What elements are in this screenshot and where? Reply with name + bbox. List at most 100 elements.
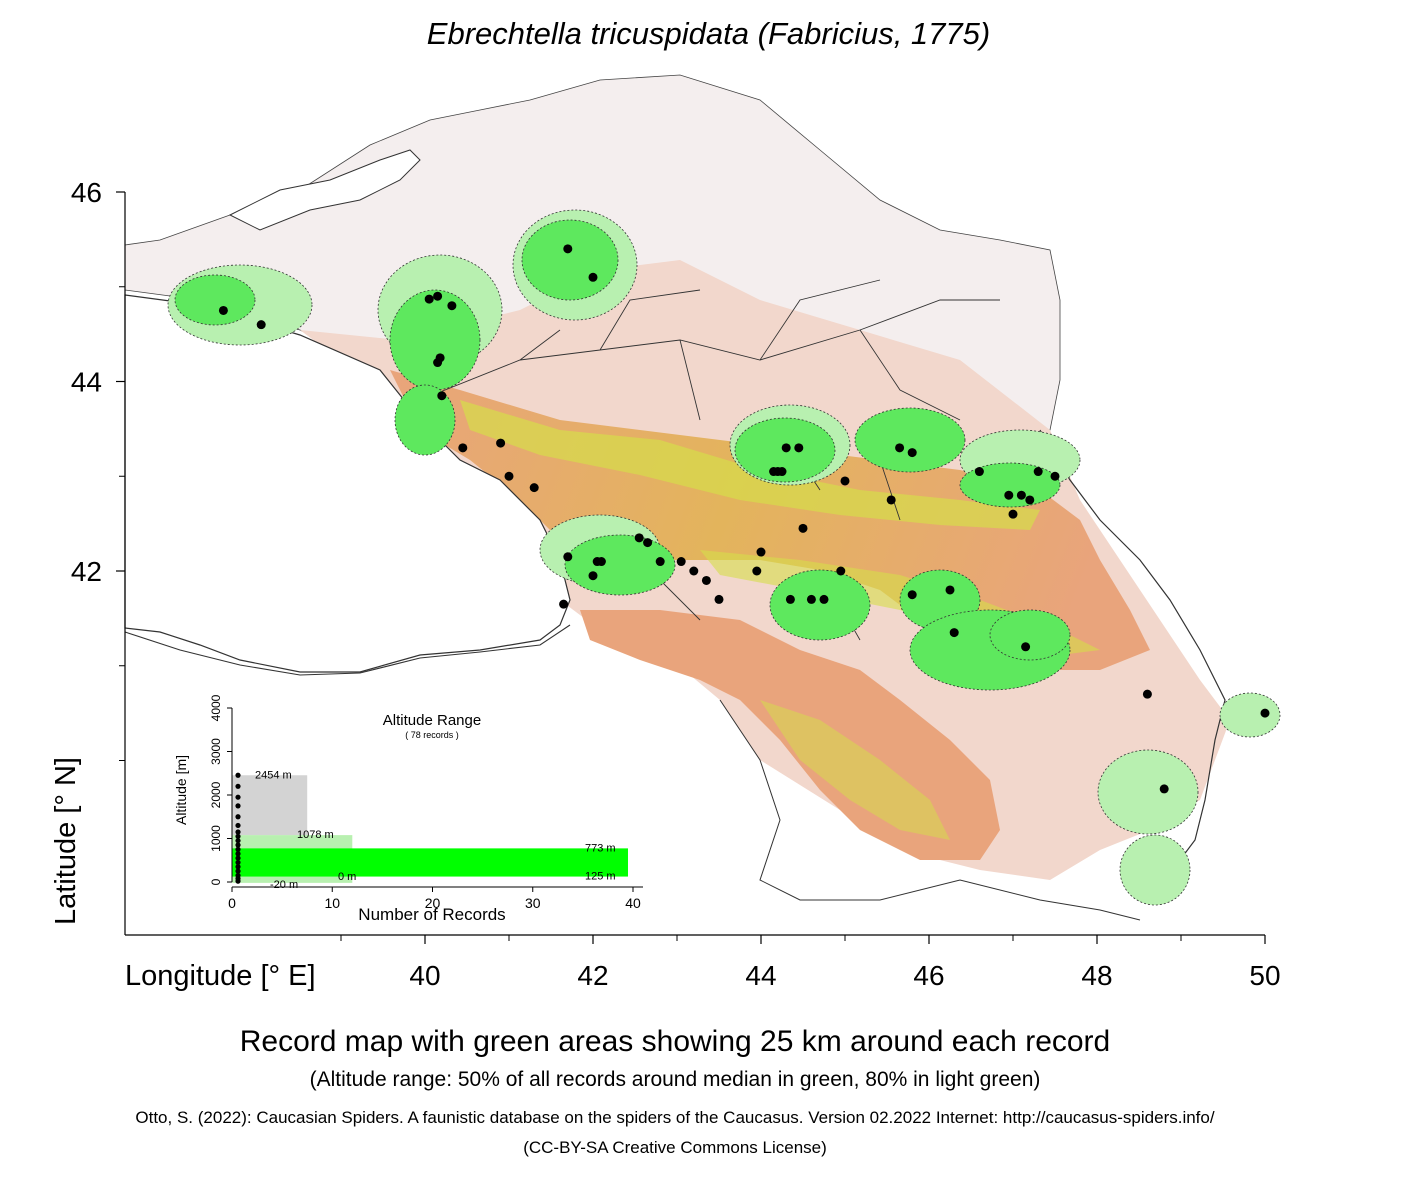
inset-record-dot bbox=[235, 878, 241, 884]
inset-record-dot bbox=[235, 814, 241, 820]
record-point bbox=[1260, 708, 1270, 718]
record-point bbox=[819, 594, 829, 604]
record-point bbox=[496, 438, 506, 448]
inset-record-dot bbox=[235, 855, 241, 861]
inset-record-dot bbox=[235, 829, 241, 835]
record-point bbox=[435, 353, 445, 363]
map-title: Ebrechtella tricuspidata (Fabricius, 177… bbox=[426, 16, 991, 51]
record-point bbox=[777, 467, 787, 477]
inset-80-max-label: 1078 m bbox=[297, 829, 334, 841]
caspian-coast bbox=[1039, 429, 1226, 861]
inset-50pct-range bbox=[232, 848, 628, 877]
record-point bbox=[836, 566, 846, 576]
inset-x-tick-label: 0 bbox=[228, 895, 236, 911]
caspian-sea bbox=[1080, 370, 1340, 720]
record-point bbox=[886, 495, 896, 505]
inset-record-dot bbox=[235, 833, 241, 839]
inset-max-label: 2454 m bbox=[255, 769, 292, 781]
y-tick-label: 44 bbox=[71, 367, 102, 398]
record-point bbox=[701, 575, 711, 585]
record-point bbox=[1021, 642, 1031, 652]
inset-y-label: Altitude [m] bbox=[173, 755, 189, 825]
inset-record-dot bbox=[235, 783, 241, 789]
inset-record-dot bbox=[235, 822, 241, 829]
inset-record-dot bbox=[235, 794, 241, 800]
record-point bbox=[588, 272, 598, 282]
record-point bbox=[840, 476, 850, 486]
inset-y-tick-label: 2000 bbox=[209, 781, 223, 808]
record-point bbox=[794, 443, 804, 453]
x-tick-label: 46 bbox=[913, 960, 944, 991]
record-point bbox=[907, 590, 917, 600]
record-point bbox=[447, 301, 457, 311]
record-point bbox=[529, 483, 539, 493]
record-point bbox=[458, 443, 468, 453]
inset-all-range bbox=[232, 775, 308, 836]
inset-80-min-label: -20 m bbox=[270, 879, 298, 891]
inset-record-dot bbox=[235, 864, 241, 870]
record-point bbox=[1033, 467, 1043, 477]
inset-x-tick-label: 10 bbox=[324, 895, 340, 911]
record-point bbox=[1159, 784, 1169, 794]
citation-text: Otto, S. (2022): Caucasian Spiders. A fa… bbox=[135, 1108, 1215, 1127]
record-point bbox=[769, 467, 779, 477]
record-point bbox=[437, 391, 447, 401]
inset-record-dot bbox=[235, 859, 241, 866]
y-axis-label: Latitude [° N] bbox=[50, 757, 82, 925]
record-points bbox=[218, 244, 1270, 794]
record-point bbox=[798, 523, 808, 533]
record-point bbox=[1050, 471, 1060, 481]
license-text: (CC-BY-SA Creative Commons License) bbox=[523, 1138, 827, 1157]
record-point bbox=[504, 471, 514, 481]
record-point bbox=[689, 566, 699, 576]
inset-record-dot bbox=[235, 842, 241, 848]
y-ticks: 46 44 42 bbox=[71, 177, 125, 761]
record-point bbox=[949, 628, 959, 638]
x-tick-label: 40 bbox=[409, 960, 440, 991]
record-point bbox=[1142, 689, 1152, 699]
record-point bbox=[756, 547, 766, 557]
x-ticks: 40 42 44 46 48 50 bbox=[340, 935, 1281, 991]
record-point bbox=[655, 557, 665, 567]
record-point bbox=[907, 448, 917, 458]
inset-x-tick-label: 20 bbox=[425, 895, 441, 911]
record-point bbox=[433, 291, 443, 301]
record-point bbox=[424, 294, 434, 304]
inset-zero-label: 0 m bbox=[338, 871, 356, 883]
record-point bbox=[596, 557, 606, 567]
inset-y-tick-label: 1000 bbox=[209, 825, 223, 852]
record-point bbox=[1025, 495, 1035, 505]
x-axis-label: Longitude [° E] bbox=[125, 960, 316, 992]
inset-record-dot bbox=[235, 772, 241, 778]
inset-record-dot bbox=[235, 868, 241, 874]
record-point bbox=[945, 585, 955, 595]
record-point bbox=[563, 244, 573, 254]
inset-title: Altitude Range bbox=[383, 712, 481, 729]
inset-record-dot bbox=[235, 851, 241, 857]
inset-record-dot bbox=[235, 803, 241, 809]
record-point bbox=[714, 594, 724, 604]
south-border bbox=[124, 624, 571, 676]
record-point bbox=[676, 557, 686, 567]
x-tick-label: 42 bbox=[577, 960, 608, 991]
inset-subtitle: ( 78 records ) bbox=[405, 730, 459, 740]
record-point bbox=[1016, 490, 1026, 500]
inset-50-min-label: 125 m bbox=[585, 871, 616, 883]
inset-y-tick-label: 4000 bbox=[209, 694, 223, 721]
record-point bbox=[974, 467, 984, 477]
record-point bbox=[256, 320, 266, 330]
y-tick-label: 42 bbox=[71, 556, 102, 587]
record-point bbox=[785, 594, 795, 604]
lesser-caucasus-high bbox=[760, 700, 950, 840]
record-point bbox=[559, 599, 569, 609]
black-sea bbox=[124, 294, 571, 673]
altitude-inset: 0 1000 2000 3000 4000 0 10 20 30 40 Altitude Range… bbox=[173, 694, 643, 924]
record-point bbox=[806, 594, 816, 604]
map-subcaption: (Altitude range: 50% of all records arou… bbox=[309, 1068, 1041, 1091]
record-point bbox=[781, 443, 791, 453]
inset-x-tick-label: 40 bbox=[625, 895, 641, 911]
inset-record-dot bbox=[235, 846, 241, 852]
record-point bbox=[634, 533, 644, 543]
record-point bbox=[1004, 490, 1014, 500]
